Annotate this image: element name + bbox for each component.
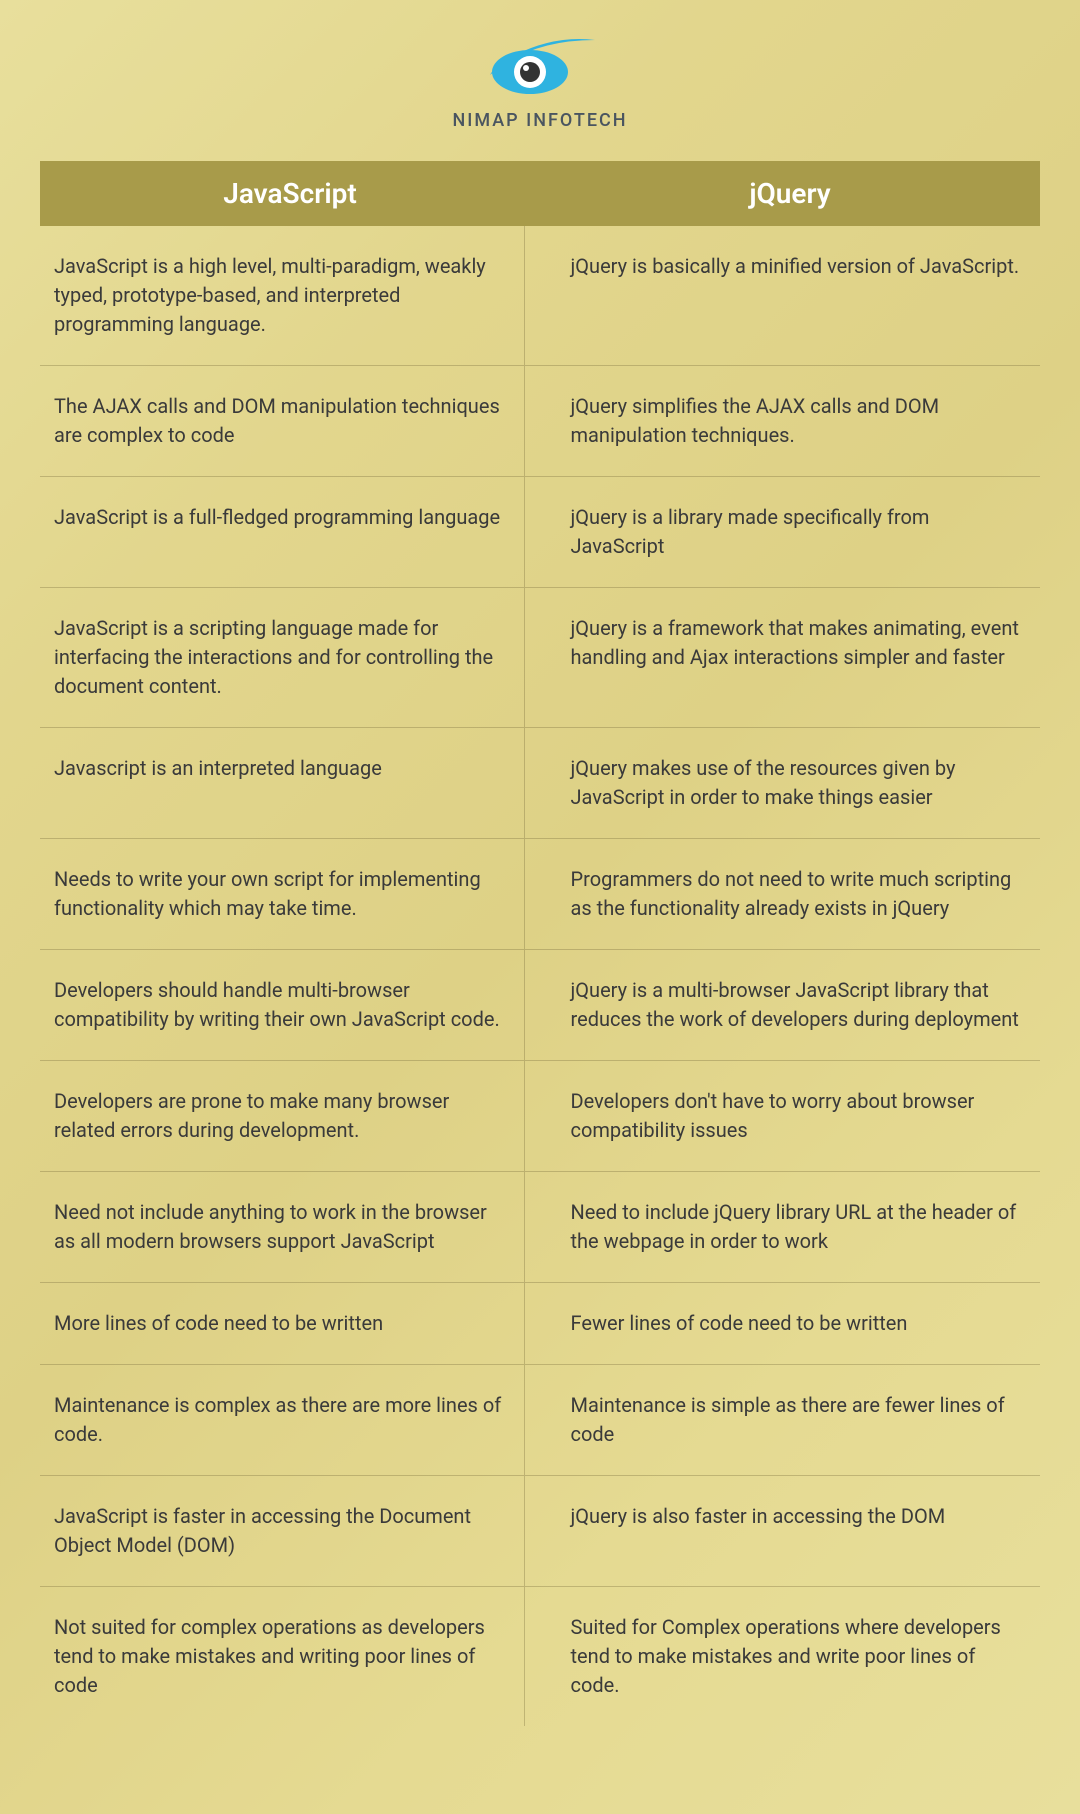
cell-javascript: Maintenance is complex as there are more… [40, 1365, 525, 1475]
table-row: JavaScript is a full-fledged programming… [40, 477, 1040, 588]
cell-javascript: Need not include anything to work in the… [40, 1172, 525, 1282]
cell-jquery: jQuery simplifies the AJAX calls and DOM… [525, 366, 1041, 476]
table-row: The AJAX calls and DOM manipulation tech… [40, 366, 1040, 477]
table-row: Not suited for complex operations as dev… [40, 1587, 1040, 1726]
cell-jquery: jQuery is a library made specifically fr… [525, 477, 1041, 587]
table-row: Maintenance is complex as there are more… [40, 1365, 1040, 1476]
cell-javascript: Not suited for complex operations as dev… [40, 1587, 525, 1726]
cell-jquery: jQuery makes use of the resources given … [525, 728, 1041, 838]
cell-jquery: Developers don't have to worry about bro… [525, 1061, 1041, 1171]
cell-javascript: Javascript is an interpreted language [40, 728, 525, 838]
brand-name: NIMAP INFOTECH [0, 110, 1080, 131]
col-header-javascript: JavaScript [40, 161, 540, 226]
cell-jquery: Need to include jQuery library URL at th… [525, 1172, 1041, 1282]
cell-javascript: JavaScript is faster in accessing the Do… [40, 1476, 525, 1586]
brand-logo-block: NIMAP INFOTECH [0, 30, 1080, 131]
comparison-table: JavaScript jQuery JavaScript is a high l… [40, 161, 1040, 1726]
cell-javascript: More lines of code need to be written [40, 1283, 525, 1364]
table-header-row: JavaScript jQuery [40, 161, 1040, 226]
cell-javascript: JavaScript is a scripting language made … [40, 588, 525, 727]
cell-javascript: Needs to write your own script for imple… [40, 839, 525, 949]
table-row: Developers should handle multi-browser c… [40, 950, 1040, 1061]
cell-javascript: JavaScript is a full-fledged programming… [40, 477, 525, 587]
cell-jquery: jQuery is a framework that makes animati… [525, 588, 1041, 727]
table-row: Developers are prone to make many browse… [40, 1061, 1040, 1172]
cell-jquery: jQuery is basically a minified version o… [525, 226, 1041, 365]
cell-javascript: Developers should handle multi-browser c… [40, 950, 525, 1060]
col-header-jquery: jQuery [540, 161, 1040, 226]
table-row: More lines of code need to be writtenFew… [40, 1283, 1040, 1365]
table-row: Javascript is an interpreted languagejQu… [40, 728, 1040, 839]
table-row: Need not include anything to work in the… [40, 1172, 1040, 1283]
table-row: JavaScript is a scripting language made … [40, 588, 1040, 728]
cell-javascript: The AJAX calls and DOM manipulation tech… [40, 366, 525, 476]
cell-jquery: jQuery is a multi-browser JavaScript lib… [525, 950, 1041, 1060]
table-row: Needs to write your own script for imple… [40, 839, 1040, 950]
eye-icon [475, 30, 605, 100]
cell-jquery: Maintenance is simple as there are fewer… [525, 1365, 1041, 1475]
cell-jquery: Suited for Complex operations where deve… [525, 1587, 1041, 1726]
table-row: JavaScript is faster in accessing the Do… [40, 1476, 1040, 1587]
table-row: JavaScript is a high level, multi-paradi… [40, 226, 1040, 366]
cell-javascript: Developers are prone to make many browse… [40, 1061, 525, 1171]
cell-jquery: jQuery is also faster in accessing the D… [525, 1476, 1041, 1586]
cell-jquery: Programmers do not need to write much sc… [525, 839, 1041, 949]
cell-javascript: JavaScript is a high level, multi-paradi… [40, 226, 525, 365]
cell-jquery: Fewer lines of code need to be written [525, 1283, 1041, 1364]
table-body: JavaScript is a high level, multi-paradi… [40, 226, 1040, 1726]
